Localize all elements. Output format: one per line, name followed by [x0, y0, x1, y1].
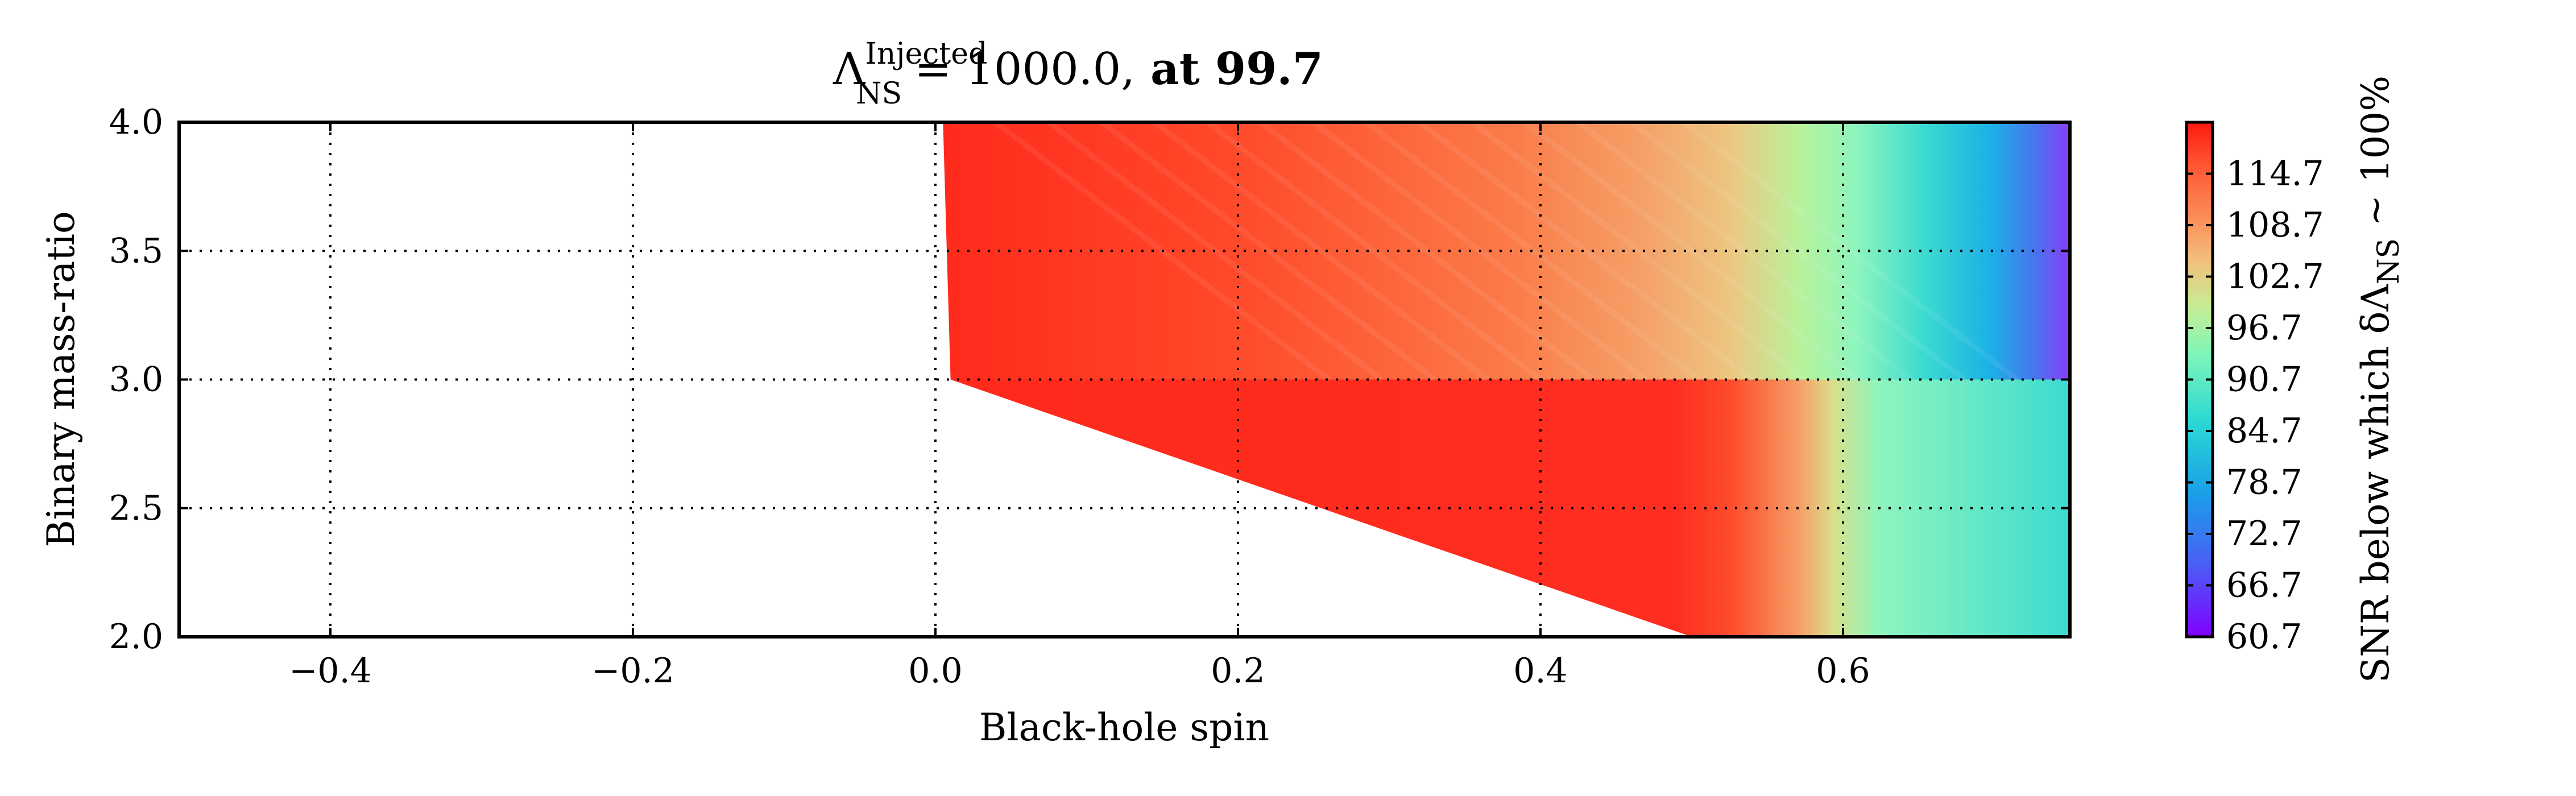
colorbar-tick-label: 96.7: [2226, 308, 2302, 348]
colorbar-tick-label: 114.7: [2226, 154, 2324, 194]
x-axis-label: Black-hole spin: [979, 706, 1269, 749]
contour-band: [1576, 120, 1913, 382]
title-symbol: Λ: [833, 44, 866, 95]
x-tick-label: 0.4: [1513, 651, 1567, 691]
contour-band: [1365, 120, 1701, 382]
contour-band: [1100, 120, 1436, 382]
contour-band: [1153, 120, 1489, 382]
x-tick-label: 0.0: [908, 651, 962, 691]
heatmap-upper-region: [943, 122, 2070, 380]
y-tick-label: 4.0: [109, 102, 163, 142]
y-tick-label: 3.0: [109, 360, 163, 400]
contour-band: [1206, 120, 1543, 382]
contour-band: [1418, 120, 1754, 382]
colorbar-tick-label: 84.7: [2226, 411, 2302, 451]
y-tick-label: 3.5: [109, 231, 163, 271]
colorbar-ticks: 60.7 66.7 72.7 78.7 84.7 90.7 96.7 102.7 108.7 11…: [2186, 154, 2324, 657]
y-axis: 2.0 2.5 3.0 3.5 4.0: [109, 102, 2070, 657]
x-tick-label: −0.4: [289, 651, 372, 691]
plot-area: [177, 120, 2072, 639]
colorbar-tick-label: 72.7: [2226, 514, 2302, 554]
colorbar-label-suffix: ~ 100%: [2354, 76, 2397, 238]
contour-band: [1258, 120, 1596, 382]
colorbar-label-subscript: NS: [2372, 238, 2406, 284]
chart-title: ΛInjected NS = 1000.0, at 99.7: [833, 37, 1323, 111]
y-axis-label: Binary mass-ratio: [39, 211, 83, 548]
contour-band: [1523, 120, 1860, 382]
x-tick-label: −0.2: [591, 651, 674, 691]
contour-band: [1471, 120, 1807, 382]
colorbar-tick-label: 78.7: [2226, 463, 2302, 503]
contour-band: [1047, 120, 1384, 382]
title-equals: = 1000.0,: [914, 44, 1135, 95]
title-subscript: NS: [856, 77, 902, 111]
y-tick-label: 2.5: [109, 488, 163, 528]
colorbar: 60.7 66.7 72.7 78.7 84.7 90.7 96.7 102.7 108.7 11…: [2185, 121, 2324, 657]
colorbar-tick-label: 90.7: [2226, 360, 2302, 400]
contour-band: [1682, 120, 2019, 382]
colorbar-tick-label: 108.7: [2226, 205, 2324, 245]
colorbar-label: SNR below which δΛNS ~ 100%: [2354, 76, 2406, 683]
x-tick-label: 0.6: [1816, 651, 1870, 691]
title-superscript: Injected: [865, 37, 987, 71]
title-suffix: at 99.7: [1135, 43, 1323, 95]
colorbar-tick-label: 102.7: [2226, 257, 2324, 297]
x-tick-label: 0.2: [1211, 651, 1265, 691]
colorbar-label-main: SNR below which δΛ: [2354, 284, 2397, 683]
colorbar-tick-label: 60.7: [2226, 617, 2302, 657]
y-tick-label: 2.0: [109, 617, 163, 657]
colorbar-tick-label: 66.7: [2226, 566, 2302, 606]
x-axis: −0.4 −0.2 0.0 0.2 0.4 0.6: [289, 122, 1870, 691]
grid-lines: [179, 122, 2070, 637]
